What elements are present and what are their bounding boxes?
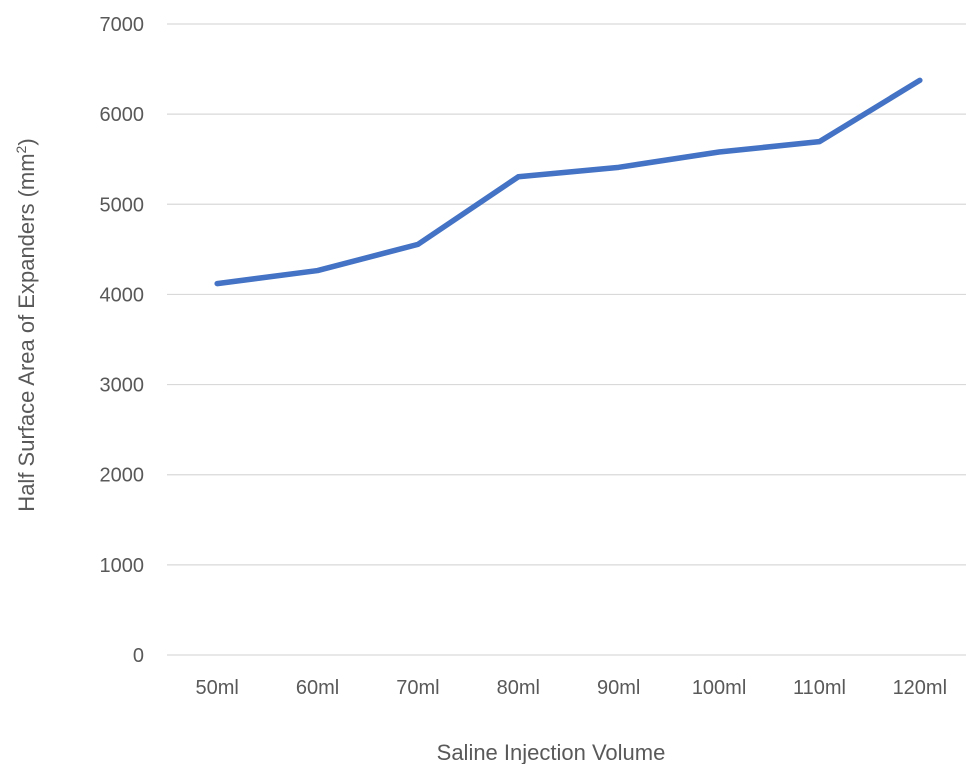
y-axis-ticks: 0 1000 2000 3000 4000 5000 6000 7000 xyxy=(100,14,145,667)
y-tick-label-4000: 4000 xyxy=(100,284,145,306)
x-tick-label-110ml: 110ml xyxy=(793,677,846,699)
y-tick-label-6000: 6000 xyxy=(100,104,145,126)
x-axis-title: Saline Injection Volume xyxy=(437,740,666,764)
series xyxy=(217,80,920,283)
x-tick-label-70ml: 70ml xyxy=(396,677,439,699)
y-tick-label-0: 0 xyxy=(133,645,144,667)
y-tick-label-2000: 2000 xyxy=(100,465,145,487)
y-axis-title-superscript: 2 xyxy=(13,145,29,153)
x-tick-label-100ml: 100ml xyxy=(692,677,746,699)
series-line-0 xyxy=(217,80,920,283)
x-tick-label-120ml: 120ml xyxy=(893,677,947,699)
y-axis-title: Half Surface Area of Expanders (mm2) xyxy=(13,138,39,511)
x-tick-label-80ml: 80ml xyxy=(497,677,540,699)
gridlines xyxy=(167,24,966,655)
y-axis-title-main: Half Surface Area of Expanders (mm xyxy=(14,153,39,511)
x-axis-ticks: 50ml 60ml 70ml 80ml 90ml 100ml 110ml 120ml xyxy=(196,677,948,699)
x-tick-label-60ml: 60ml xyxy=(296,677,339,699)
y-tick-label-1000: 1000 xyxy=(100,555,145,577)
y-axis-title-suffix: ) xyxy=(14,138,39,145)
y-tick-label-3000: 3000 xyxy=(100,375,145,397)
x-tick-label-50ml: 50ml xyxy=(196,677,239,699)
x-tick-label-90ml: 90ml xyxy=(597,677,640,699)
y-tick-label-7000: 7000 xyxy=(100,14,145,36)
y-tick-label-5000: 5000 xyxy=(100,194,145,216)
